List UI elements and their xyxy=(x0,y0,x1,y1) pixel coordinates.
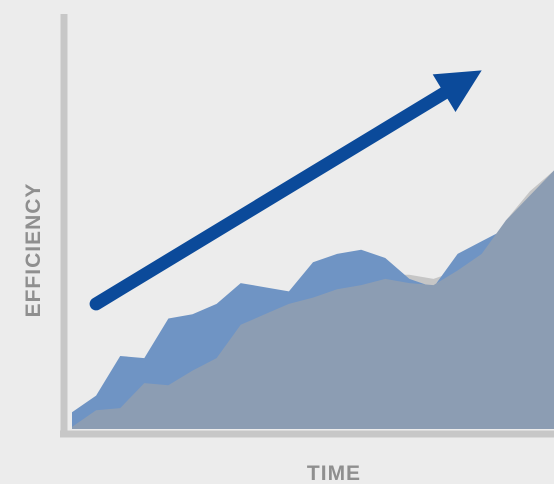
area-series-3 xyxy=(72,170,554,429)
trend-arrow-group xyxy=(89,70,482,311)
y-axis-label: EFFICIENCY xyxy=(22,183,45,318)
axes xyxy=(60,14,554,438)
area-series-group xyxy=(72,170,554,429)
trend-arrow-shaft xyxy=(89,84,454,311)
x-axis-label: TIME xyxy=(307,462,361,484)
trend-arrow-head xyxy=(432,70,482,112)
